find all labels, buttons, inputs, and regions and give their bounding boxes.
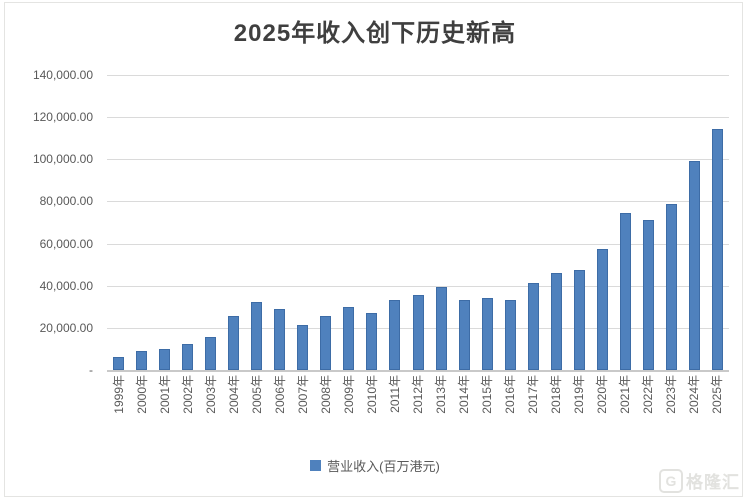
x-tick-label: 2020年	[595, 375, 610, 414]
gridline	[107, 159, 729, 161]
x-tick-label: 2018年	[549, 375, 564, 414]
x-tick-label: 2003年	[203, 375, 218, 414]
y-tick-label: 20,000.00	[39, 320, 93, 335]
bar-2023年	[665, 203, 677, 370]
y-tick-label: 80,000.00	[39, 194, 93, 209]
y-tick-label: 140,000.00	[32, 68, 93, 82]
x-tick-label: 2006年	[272, 375, 287, 414]
x-tick-label: 2008年	[318, 375, 333, 414]
gridline	[107, 201, 729, 203]
x-tick-label: 2023年	[664, 375, 679, 414]
bar-2022年	[642, 219, 654, 370]
x-tick-label: 2022年	[641, 375, 656, 414]
bar-2011年	[389, 300, 401, 370]
bar-2015年	[481, 298, 493, 370]
x-tick-label: 2000年	[134, 375, 149, 414]
plot-area	[107, 75, 729, 372]
bar-2008年	[320, 316, 332, 370]
x-tick-label: 2012年	[411, 375, 425, 414]
bar-2018年	[550, 273, 562, 370]
bar-2013年	[435, 286, 447, 370]
x-tick-label: 2025年	[710, 375, 725, 414]
x-tick-label: 2010年	[364, 375, 379, 414]
x-tick-label: 2014年	[457, 375, 472, 414]
bar-2014年	[458, 299, 470, 370]
bar-2024年	[688, 160, 700, 370]
legend-label: 营业收入(百万港元)	[327, 458, 440, 474]
bar-2021年	[619, 212, 631, 370]
y-tick-label: 60,000.00	[39, 236, 93, 251]
gridline	[107, 75, 729, 76]
bar-2000年	[136, 351, 148, 370]
x-tick-label: 1999年	[111, 375, 126, 414]
bar-2010年	[366, 313, 378, 370]
x-tick-label: 2011年	[387, 375, 402, 413]
x-tick-label: 2016年	[503, 375, 518, 414]
x-tick-label: 2002年	[180, 375, 195, 414]
watermark-text: 格隆汇	[686, 473, 740, 492]
bar-2001年	[159, 349, 171, 370]
legend: 营业收入(百万港元)	[0, 456, 750, 474]
x-tick-label: 2019年	[572, 375, 587, 414]
bar-2016年	[504, 299, 516, 370]
x-tick-label: 2024年	[687, 375, 702, 414]
bar-2004年	[228, 315, 240, 370]
watermark: G 格隆汇	[659, 468, 740, 493]
x-tick-label: 2001年	[157, 375, 172, 414]
y-tick-label: 40,000.00	[39, 278, 93, 293]
bar-2012年	[412, 294, 424, 370]
gridline	[107, 243, 729, 245]
bar-2019年	[573, 269, 585, 370]
x-tick-label: 2015年	[480, 375, 495, 414]
x-tick-label: 2013年	[434, 375, 449, 414]
gridline	[107, 285, 729, 287]
x-tick-label: 2021年	[618, 375, 633, 414]
bar-2017年	[527, 282, 539, 370]
y-tick-label: -	[89, 363, 93, 377]
bar-2007年	[297, 325, 309, 370]
bar-1999年	[113, 356, 125, 370]
bar-2005年	[251, 301, 263, 370]
x-tick-label: 2017年	[526, 375, 541, 414]
bar-2003年	[205, 337, 217, 370]
chart-title: 2025年收入创下历史新高	[233, 20, 517, 47]
legend-swatch-icon	[310, 459, 322, 471]
y-tick-label: 100,000.00	[32, 152, 93, 167]
bar-2006年	[274, 308, 286, 370]
bar-2025年	[711, 128, 723, 370]
bar-2020年	[596, 248, 608, 370]
x-tick-label: 2005年	[249, 375, 264, 414]
gelonghui-logo-icon: G	[659, 468, 683, 493]
bar-2009年	[343, 306, 355, 370]
x-tick-label: 2004年	[226, 375, 241, 414]
y-tick-label: 120,000.00	[32, 110, 93, 125]
x-tick-label: 2007年	[295, 375, 310, 414]
bar-2002年	[182, 344, 194, 370]
x-tick-label: 2009年	[341, 375, 356, 414]
gridline	[107, 117, 729, 119]
